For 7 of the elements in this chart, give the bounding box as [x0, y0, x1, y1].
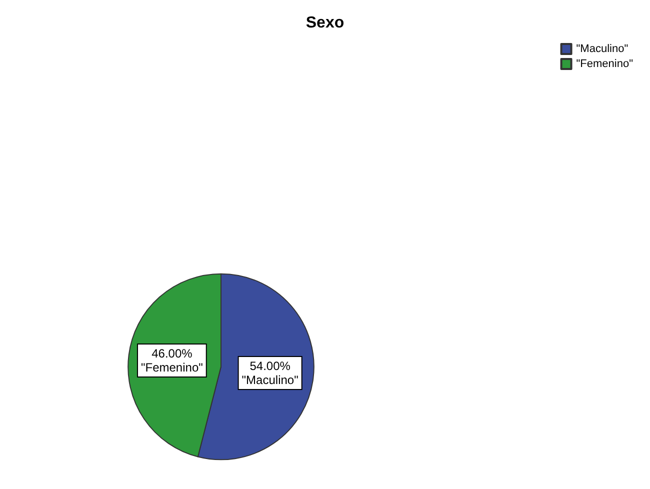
- data-label: 54.00%: [250, 358, 291, 373]
- legend-label: "Femenino": [576, 58, 634, 70]
- chart-title: Sexo: [306, 14, 344, 32]
- slice-label: "Femenino": [140, 360, 203, 375]
- legend-label: "Maculino": [576, 43, 628, 55]
- slice-label: "Maculino": [242, 372, 298, 387]
- data-label: 46.00%: [152, 346, 193, 361]
